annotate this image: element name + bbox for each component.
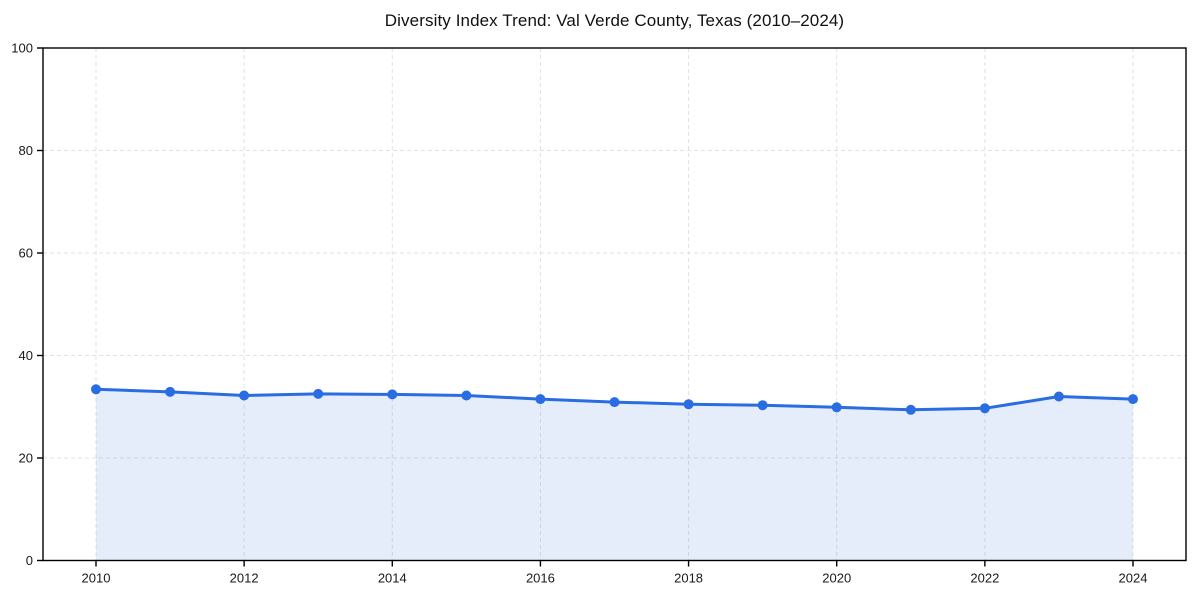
data-point[interactable]	[683, 399, 694, 410]
chart-title: Diversity Index Trend: Val Verde County,…	[384, 11, 845, 30]
data-point[interactable]	[979, 403, 990, 414]
area-fill	[96, 389, 1133, 561]
data-point[interactable]	[91, 384, 101, 395]
data-point[interactable]	[165, 386, 176, 397]
x-tick-label: 2014	[378, 571, 407, 586]
x-tick-label: 2022	[970, 571, 999, 586]
data-point[interactable]	[313, 388, 324, 399]
data-point[interactable]	[609, 397, 620, 408]
x-tick-label: 2012	[230, 571, 259, 586]
data-point[interactable]	[757, 400, 768, 411]
x-tick-label: 2024	[1119, 571, 1148, 586]
data-point[interactable]	[831, 402, 842, 413]
data-point[interactable]	[905, 404, 916, 415]
data-point[interactable]	[535, 394, 546, 405]
y-tick-label: 20	[19, 451, 33, 466]
y-tick-label: 100	[11, 41, 33, 56]
y-tick-label: 80	[19, 143, 33, 158]
data-point[interactable]	[461, 390, 472, 401]
plot-frame	[42, 47, 1187, 562]
y-tick-label: 60	[19, 246, 33, 261]
data-point[interactable]	[387, 389, 398, 400]
data-point[interactable]	[239, 390, 250, 401]
x-tick-label: 2010	[82, 571, 111, 586]
data-point[interactable]	[1053, 391, 1064, 402]
x-tick-label: 2020	[822, 571, 851, 586]
x-tick-label: 2018	[674, 571, 703, 586]
data-point[interactable]	[1128, 394, 1138, 405]
y-tick-label: 40	[19, 348, 33, 363]
x-tick-label: 2016	[526, 571, 555, 586]
y-tick-label: 0	[26, 553, 33, 568]
